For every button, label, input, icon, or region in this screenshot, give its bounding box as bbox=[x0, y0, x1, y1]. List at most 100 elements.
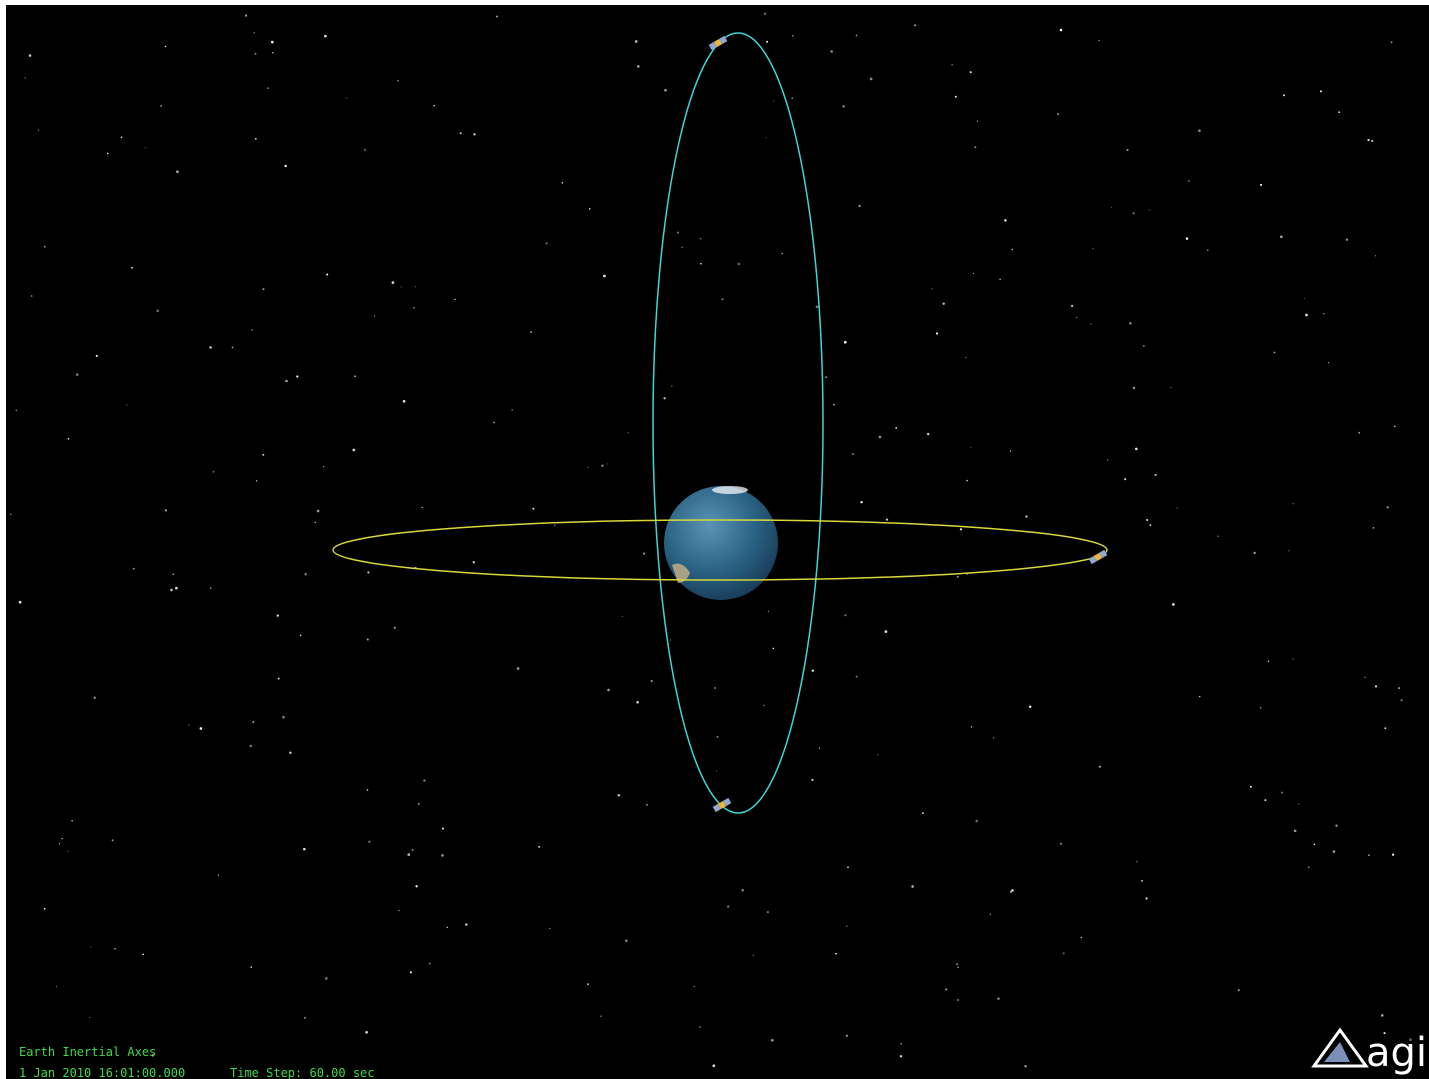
star bbox=[217, 874, 219, 876]
star bbox=[231, 346, 234, 349]
star bbox=[199, 727, 203, 730]
star bbox=[1142, 344, 1145, 348]
star bbox=[811, 778, 814, 782]
star bbox=[970, 726, 973, 728]
star bbox=[289, 751, 292, 754]
star bbox=[296, 375, 299, 378]
star bbox=[1398, 687, 1401, 690]
star bbox=[601, 464, 604, 468]
star bbox=[855, 34, 858, 37]
star bbox=[89, 1016, 91, 1019]
star bbox=[878, 435, 882, 439]
star bbox=[1307, 866, 1310, 869]
star bbox=[1303, 297, 1305, 299]
star bbox=[1188, 180, 1190, 182]
star bbox=[1011, 889, 1014, 892]
star bbox=[1345, 238, 1348, 241]
star bbox=[1004, 219, 1007, 222]
star bbox=[966, 479, 968, 482]
star bbox=[316, 509, 320, 513]
star bbox=[1025, 515, 1028, 518]
star bbox=[1126, 148, 1129, 152]
star bbox=[391, 281, 395, 284]
star bbox=[858, 204, 861, 207]
star bbox=[441, 854, 444, 857]
star bbox=[636, 65, 640, 68]
star bbox=[93, 696, 96, 699]
star bbox=[763, 12, 767, 16]
star bbox=[843, 340, 847, 344]
star bbox=[423, 779, 426, 782]
star bbox=[766, 910, 769, 914]
star bbox=[791, 97, 794, 99]
star bbox=[446, 926, 448, 929]
star bbox=[992, 737, 995, 739]
star bbox=[156, 309, 159, 313]
star bbox=[1364, 676, 1366, 678]
star bbox=[1283, 94, 1285, 97]
star bbox=[1028, 705, 1032, 709]
star bbox=[669, 639, 671, 641]
star bbox=[303, 847, 306, 851]
star bbox=[561, 181, 564, 184]
star bbox=[721, 298, 724, 301]
star bbox=[1080, 936, 1083, 939]
star bbox=[869, 77, 873, 81]
star bbox=[95, 354, 98, 357]
star bbox=[852, 453, 854, 455]
star bbox=[106, 152, 109, 155]
star bbox=[999, 278, 1001, 281]
star bbox=[252, 721, 255, 724]
star bbox=[815, 305, 819, 309]
star bbox=[67, 437, 70, 440]
star bbox=[254, 137, 257, 140]
star bbox=[877, 754, 879, 756]
star bbox=[493, 421, 495, 424]
star bbox=[1075, 316, 1078, 319]
star bbox=[1293, 829, 1297, 833]
star bbox=[365, 1030, 368, 1034]
star bbox=[367, 571, 370, 574]
star bbox=[600, 1015, 602, 1018]
star bbox=[1380, 1014, 1384, 1017]
star bbox=[846, 866, 850, 869]
star bbox=[441, 827, 445, 830]
star bbox=[1217, 535, 1219, 537]
star bbox=[811, 669, 814, 672]
star bbox=[825, 376, 828, 379]
star bbox=[1057, 113, 1060, 116]
star bbox=[304, 572, 308, 576]
star bbox=[61, 837, 63, 840]
star bbox=[366, 638, 369, 641]
star bbox=[970, 446, 972, 448]
star bbox=[715, 770, 718, 772]
star bbox=[681, 246, 683, 249]
star bbox=[914, 24, 917, 27]
star bbox=[926, 432, 930, 436]
star bbox=[1098, 765, 1101, 768]
star bbox=[772, 647, 775, 650]
star bbox=[844, 614, 847, 617]
star bbox=[262, 453, 265, 456]
star bbox=[957, 966, 959, 968]
star bbox=[617, 793, 621, 797]
star bbox=[645, 803, 649, 807]
star bbox=[352, 448, 356, 452]
star bbox=[975, 819, 979, 823]
logo-text: agi bbox=[1366, 1030, 1427, 1076]
star bbox=[818, 747, 820, 749]
star bbox=[175, 586, 178, 590]
star bbox=[465, 923, 468, 926]
star bbox=[511, 409, 513, 411]
star bbox=[251, 329, 253, 331]
star bbox=[846, 925, 848, 928]
star bbox=[956, 963, 958, 965]
star bbox=[1279, 235, 1283, 239]
star bbox=[415, 286, 417, 288]
star bbox=[374, 315, 376, 317]
star bbox=[18, 600, 22, 604]
star bbox=[845, 1034, 849, 1037]
star bbox=[1062, 952, 1065, 955]
star bbox=[1264, 799, 1267, 802]
star bbox=[855, 675, 858, 678]
